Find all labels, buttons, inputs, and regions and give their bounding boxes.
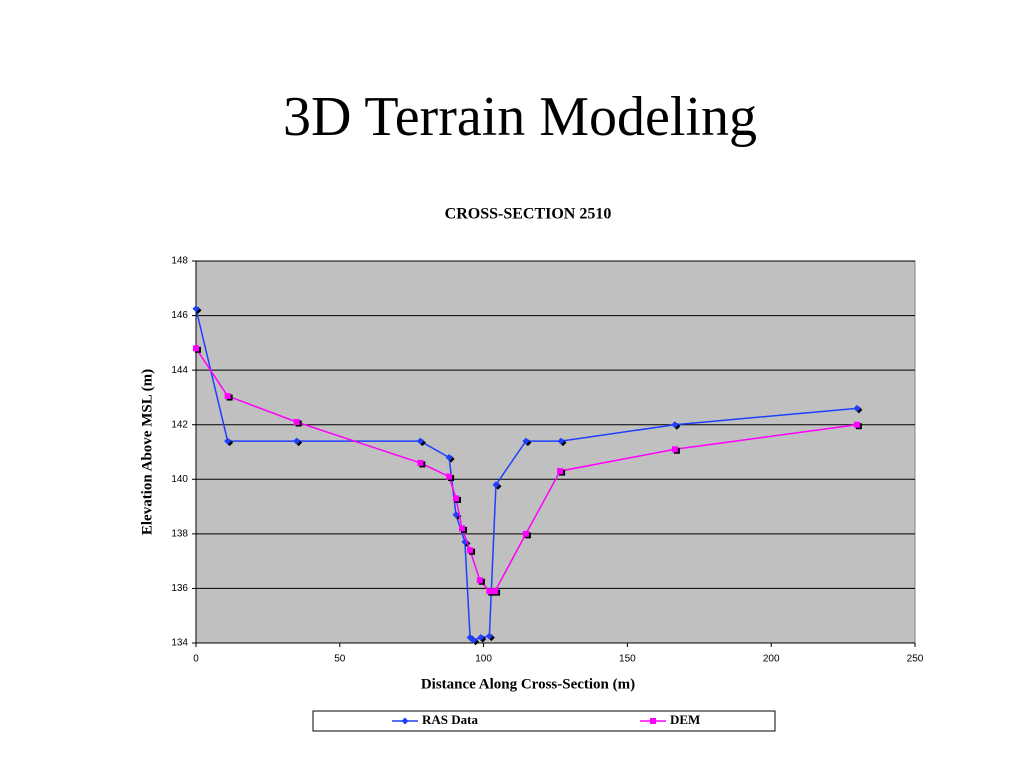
data-point: [671, 421, 679, 429]
x-tick-label: 200: [763, 654, 780, 665]
y-tick-label: 136: [171, 583, 188, 594]
data-point: [445, 453, 453, 461]
data-point: [193, 345, 199, 352]
data-point: [467, 547, 474, 554]
data-point: [452, 511, 460, 519]
legend-marker: [401, 717, 409, 725]
data-point: [557, 468, 564, 475]
data-point: [522, 437, 530, 445]
x-tick-label: 0: [193, 654, 199, 665]
legend-marker: [650, 718, 656, 724]
y-tick-label: 140: [171, 474, 188, 485]
y-tick-label: 142: [171, 419, 188, 430]
y-tick-label: 144: [171, 365, 188, 376]
data-point: [293, 418, 300, 425]
data-point: [446, 473, 453, 480]
plot-area: [195, 260, 916, 644]
data-point: [192, 305, 200, 313]
data-point: [492, 481, 500, 489]
y-tick-label: 146: [171, 310, 188, 321]
legend-label: DEM: [670, 712, 700, 727]
y-tick-label: 148: [171, 256, 188, 267]
data-point: [853, 421, 860, 428]
data-point: [477, 634, 485, 642]
y-axis-label: Elevation Above MSL (m): [139, 369, 155, 535]
data-point: [452, 495, 459, 502]
x-axis-label: Distance Along Cross-Section (m): [421, 676, 635, 692]
data-point: [224, 393, 231, 400]
legend-box: [312, 710, 776, 732]
data-point: [459, 525, 466, 532]
x-tick-label: 150: [619, 654, 636, 665]
data-point: [671, 446, 678, 453]
chart-title: CROSS-SECTION 2510: [445, 206, 612, 223]
data-point: [417, 459, 424, 466]
data-point: [522, 530, 529, 537]
data-point: [485, 632, 493, 640]
data-point: [486, 588, 493, 595]
data-point: [557, 437, 565, 445]
slide-title: 3D Terrain Modeling: [283, 86, 757, 148]
data-point: [416, 437, 424, 445]
x-tick-label: 50: [334, 654, 346, 665]
y-tick-label: 138: [171, 528, 188, 539]
x-tick-label: 250: [907, 654, 924, 665]
x-tick-label: 100: [475, 654, 492, 665]
data-point: [853, 404, 861, 412]
y-tick-label: 134: [171, 638, 188, 649]
data-point: [224, 437, 232, 445]
data-point: [470, 636, 478, 644]
data-point: [476, 577, 483, 584]
legend-label: RAS Data: [422, 712, 478, 727]
data-point: [492, 588, 499, 595]
data-point: [293, 437, 301, 445]
